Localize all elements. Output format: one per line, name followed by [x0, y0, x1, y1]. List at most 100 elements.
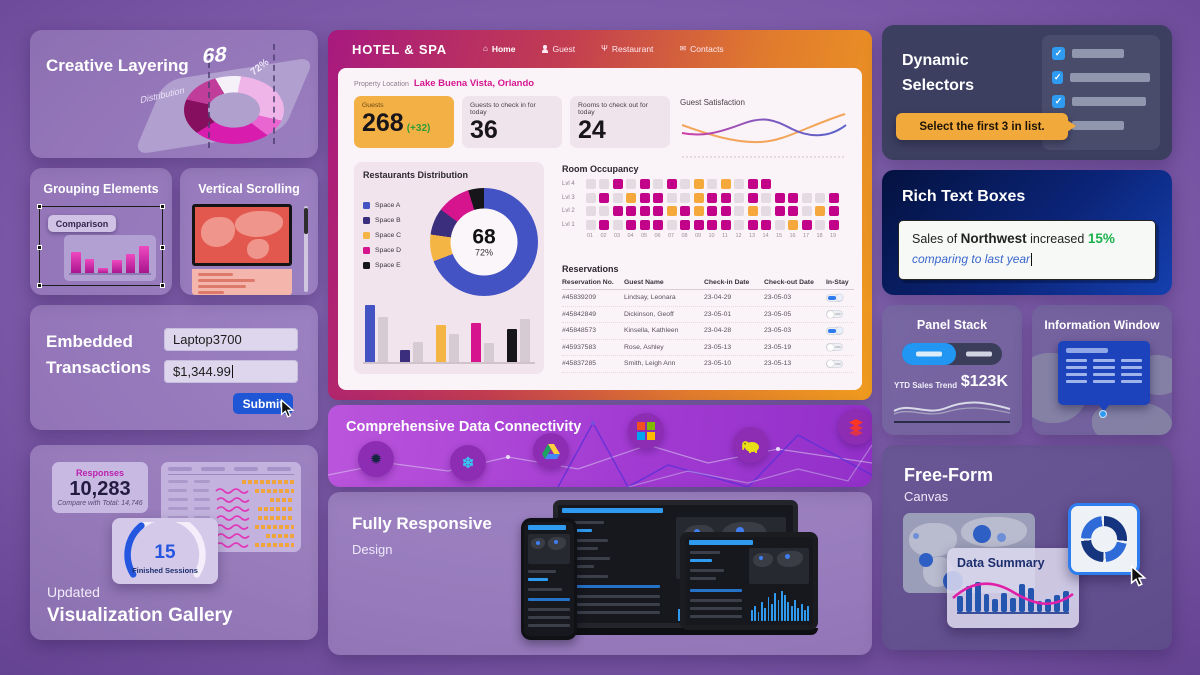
- scrollbar-track[interactable]: [304, 206, 308, 292]
- occupancy-cell: [774, 206, 785, 216]
- price-input[interactable]: $1,344.99: [164, 360, 298, 383]
- gauge-label: Finished Sessions: [132, 566, 198, 575]
- nav-item-restaurant[interactable]: Ψ Restaurant: [601, 44, 654, 54]
- occupancy-cell: [734, 192, 744, 203]
- occupancy-cell: [828, 206, 839, 216]
- chart-title: Restaurants Distribution: [363, 170, 469, 180]
- card-subtitle: Canvas: [904, 489, 949, 504]
- map-pin[interactable]: [1099, 405, 1109, 412]
- table-row: [168, 504, 294, 513]
- nav-item-guest[interactable]: Guest: [541, 44, 575, 54]
- occupancy-cell: [801, 192, 812, 203]
- card-title: Rich Text Boxes: [902, 188, 1026, 205]
- sparkline: [215, 518, 249, 536]
- donut-center: 68 72%: [450, 208, 518, 276]
- network-lines: [328, 421, 872, 487]
- instay-toggle[interactable]: [826, 310, 843, 319]
- reservations-body: #45839209 Lindsay, Leonara 23-04-29 23-05-0…: [562, 290, 854, 373]
- instay-toggle[interactable]: [826, 293, 843, 302]
- occupancy-cell: [788, 206, 798, 216]
- resize-handle[interactable]: [37, 283, 42, 288]
- occupancy-cell: [666, 192, 677, 203]
- mouse-cursor-icon: [280, 399, 295, 418]
- checkbox[interactable]: ✓: [1052, 47, 1065, 60]
- resize-handle[interactable]: [160, 204, 165, 209]
- submit-button[interactable]: Submit: [233, 393, 293, 414]
- room-occupancy: Room Occupancy Lvl 4 Lvl 3 Lvl 2 Lvl 1 01 02…: [562, 164, 852, 239]
- chart-tile-selected[interactable]: [1068, 503, 1140, 575]
- card-title: Information Window: [1044, 318, 1160, 332]
- resize-handle[interactable]: [37, 245, 42, 250]
- legend-item: Space B: [363, 217, 401, 224]
- table-row: #45839209 Lindsay, Leonara 23-04-29 23-05-0…: [562, 290, 854, 307]
- occupancy-cell: [585, 192, 596, 203]
- metric-value: $123K: [960, 373, 1008, 390]
- occupancy-cell: [585, 206, 596, 216]
- resize-handle[interactable]: [160, 283, 165, 288]
- kpi-value: 24: [578, 116, 606, 144]
- occupancy-cell: [761, 192, 771, 203]
- map-pin-dot[interactable]: [1099, 410, 1107, 418]
- metric-label: YTD Sales Trend: [894, 381, 958, 390]
- nav-item-home[interactable]: ⌂ Home: [483, 44, 516, 54]
- occupancy-cell: [788, 219, 798, 230]
- panel-toggle[interactable]: [902, 343, 1002, 365]
- scrollbar-thumb[interactable]: [304, 208, 308, 234]
- gauge-value: 15: [154, 542, 176, 563]
- donut-icon: [1081, 516, 1127, 562]
- comparison-chip[interactable]: Comparison: [48, 215, 116, 232]
- checkbox[interactable]: ✓: [1052, 95, 1065, 108]
- kpi-value: 36: [470, 116, 498, 144]
- title-line2: Selectors: [902, 76, 975, 94]
- updated-tag: Updated: [47, 584, 100, 600]
- panel-toggle-inactive[interactable]: [956, 343, 1002, 365]
- restaurants-card: Restaurants Distribution Space A Space B S…: [354, 162, 544, 374]
- kpi-checkout: Rooms to check out for today 24: [570, 96, 670, 148]
- kpi-guests: Guests 268 (+32): [354, 96, 454, 148]
- legend-item: Space D: [363, 247, 401, 254]
- occupancy-cell: [761, 206, 771, 216]
- occupancy-cell: [680, 206, 690, 216]
- trend-sparkline: [893, 401, 1011, 415]
- occupancy-cell: [585, 179, 596, 189]
- occupancy-cell: [707, 219, 717, 230]
- instay-toggle[interactable]: [826, 326, 843, 335]
- kpi-card: Responses 10,283 Compare with Total: 14,…: [52, 462, 148, 513]
- restaurant-bar-chart: [363, 300, 535, 364]
- product-input[interactable]: Laptop3700: [164, 328, 298, 351]
- card-title: Creative Layering: [46, 56, 189, 75]
- map-land: [201, 217, 235, 247]
- occupancy-cell: [801, 219, 812, 230]
- sparkline-table: [161, 462, 301, 552]
- instay-toggle[interactable]: [826, 359, 843, 368]
- text-caret: [231, 365, 233, 378]
- card-embedded-transactions: Embedded Transactions Laptop3700 $1,344.…: [30, 305, 318, 430]
- occupancy-cell: [747, 179, 758, 189]
- price-value: $1,344.99: [173, 364, 231, 379]
- kpi-value: 10,283: [69, 478, 131, 500]
- grouped-bar-chart: [64, 235, 156, 281]
- occupancy-cell: [626, 219, 636, 230]
- data-summary-widget[interactable]: Data Summary: [947, 548, 1079, 628]
- property-value[interactable]: Lake Buena Vista, Orlando: [413, 78, 535, 89]
- selection-box[interactable]: Comparison: [37, 204, 165, 288]
- title-line1: Embedded: [46, 332, 133, 351]
- nav-item-contacts[interactable]: ✉ Contacts: [679, 44, 724, 54]
- panel-toggle-active[interactable]: [902, 343, 956, 365]
- list-item-placeholder: [1072, 97, 1146, 106]
- rich-text-input[interactable]: Sales of Northwest increased 15% compari…: [898, 220, 1156, 280]
- dashboard-header: HOTEL & SPA ⌂ Home Guest Ψ Restaurant ✉ Contac…: [328, 30, 872, 68]
- card-title: Panel Stack: [916, 318, 988, 332]
- bar-group: [365, 300, 391, 362]
- resize-handle[interactable]: [37, 204, 42, 209]
- occupancy-cell: [720, 206, 731, 216]
- instay-toggle[interactable]: [826, 343, 843, 352]
- kpi-subtext: Compare with Total: 14,746: [57, 500, 143, 507]
- legend-item: Space A: [363, 202, 401, 209]
- checkbox[interactable]: ✓: [1052, 71, 1064, 84]
- card-rich-text-boxes: Rich Text Boxes Sales of Northwest incre…: [882, 170, 1172, 295]
- resize-handle[interactable]: [160, 245, 165, 250]
- card-dynamic-selectors: Dynamic Selectors ✓ ✓ ✓ Select the first 3…: [882, 25, 1172, 160]
- kpi-delta: (+32): [406, 123, 431, 134]
- kpi-value: 268 (+32): [362, 109, 431, 137]
